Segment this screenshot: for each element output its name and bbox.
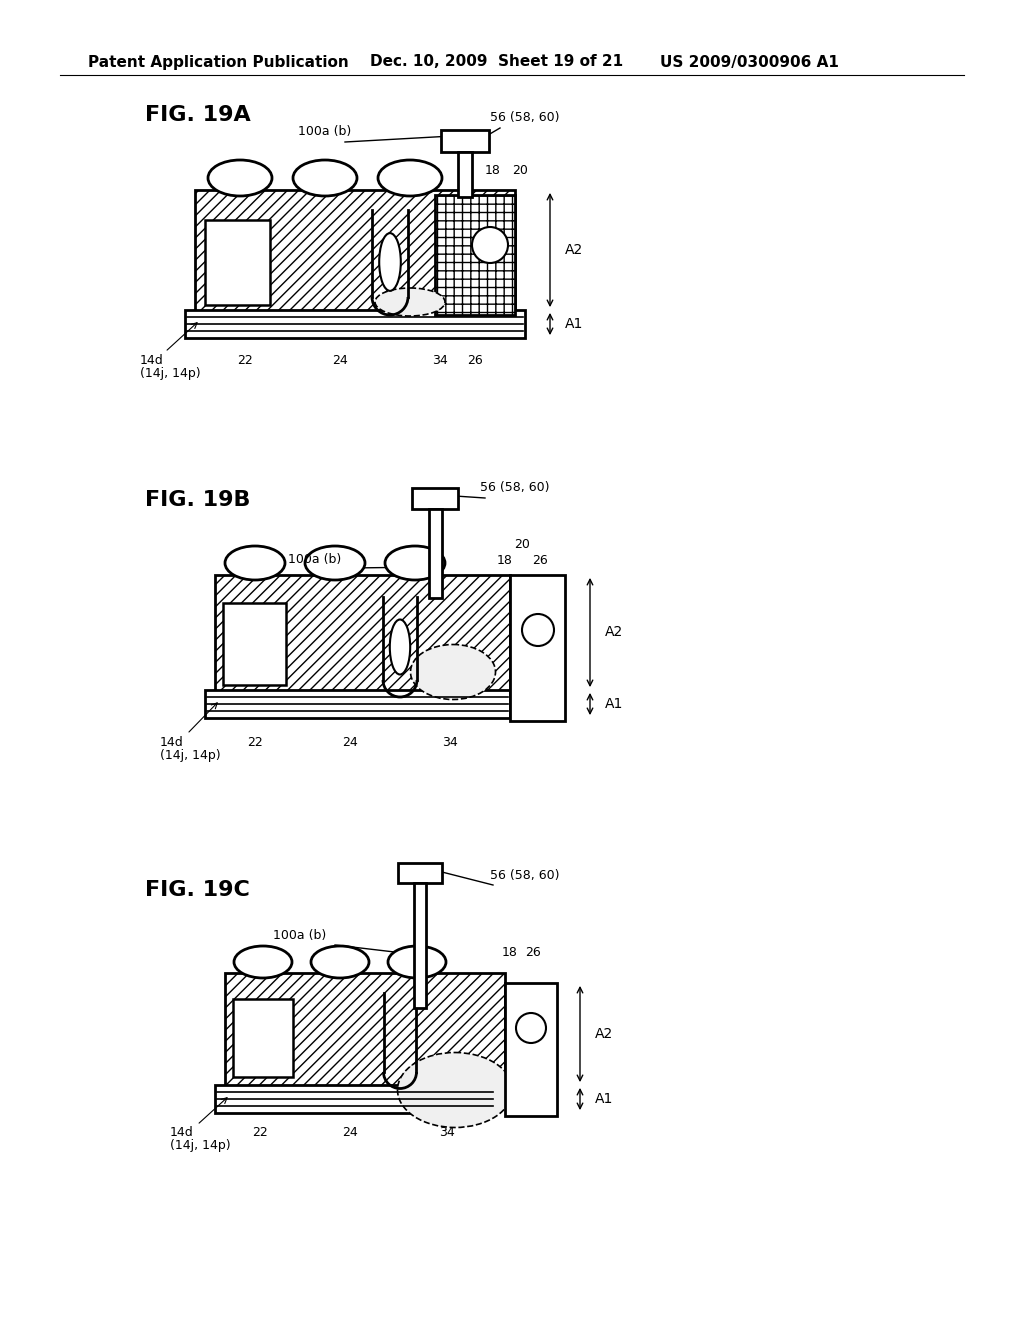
Ellipse shape <box>234 946 292 978</box>
Bar <box>185 310 525 338</box>
Text: 100a (b): 100a (b) <box>298 125 351 139</box>
Text: 26: 26 <box>525 946 541 960</box>
Ellipse shape <box>225 546 285 579</box>
Ellipse shape <box>208 160 272 195</box>
Text: A1: A1 <box>565 317 584 331</box>
Text: 22: 22 <box>238 354 253 367</box>
Text: 22: 22 <box>247 735 263 748</box>
Bar <box>233 999 293 1077</box>
Text: FIG. 19A: FIG. 19A <box>145 106 251 125</box>
Ellipse shape <box>305 546 365 579</box>
Ellipse shape <box>311 946 369 978</box>
Text: (14j, 14p): (14j, 14p) <box>160 748 220 762</box>
Text: 20: 20 <box>514 539 530 552</box>
Ellipse shape <box>388 946 446 978</box>
Bar <box>435 195 515 315</box>
Text: 56 (58, 60): 56 (58, 60) <box>490 111 560 124</box>
Bar <box>412 488 458 510</box>
Text: (14j, 14p): (14j, 14p) <box>170 1139 230 1152</box>
Text: 18: 18 <box>497 553 513 566</box>
Text: US 2009/0300906 A1: US 2009/0300906 A1 <box>660 54 839 70</box>
Ellipse shape <box>378 160 442 195</box>
Text: 18: 18 <box>502 946 518 960</box>
Text: 18: 18 <box>485 164 501 177</box>
Text: 24: 24 <box>342 735 357 748</box>
Bar <box>505 983 557 1115</box>
Bar <box>414 883 426 1008</box>
Ellipse shape <box>293 160 357 195</box>
Bar <box>215 576 510 693</box>
Text: 34: 34 <box>442 735 458 748</box>
Ellipse shape <box>379 234 400 290</box>
Circle shape <box>516 1012 546 1043</box>
Text: 14d: 14d <box>160 735 183 748</box>
Text: 26: 26 <box>467 354 483 367</box>
Bar <box>205 220 270 305</box>
Bar <box>458 152 472 197</box>
Circle shape <box>522 614 554 645</box>
Bar <box>429 510 442 598</box>
Text: (14j, 14p): (14j, 14p) <box>140 367 201 380</box>
Text: A2: A2 <box>565 243 584 257</box>
Ellipse shape <box>411 644 496 700</box>
Text: Dec. 10, 2009  Sheet 19 of 21: Dec. 10, 2009 Sheet 19 of 21 <box>370 54 624 70</box>
Text: 24: 24 <box>342 1126 357 1139</box>
Text: 26: 26 <box>532 553 548 566</box>
Ellipse shape <box>375 288 445 315</box>
Bar <box>510 576 565 721</box>
Text: 24: 24 <box>332 354 348 367</box>
Text: Patent Application Publication: Patent Application Publication <box>88 54 349 70</box>
Text: 34: 34 <box>432 354 447 367</box>
Text: FIG. 19C: FIG. 19C <box>145 880 250 900</box>
Bar <box>398 863 442 883</box>
Ellipse shape <box>397 1052 512 1127</box>
Bar <box>441 129 489 152</box>
Text: A1: A1 <box>595 1092 613 1106</box>
Ellipse shape <box>385 546 445 579</box>
Bar <box>215 1085 495 1113</box>
Text: 34: 34 <box>439 1126 455 1139</box>
Text: 22: 22 <box>252 1126 268 1139</box>
Bar <box>195 190 515 315</box>
Text: 14d: 14d <box>140 354 164 367</box>
Text: A2: A2 <box>605 624 624 639</box>
Text: 100a (b): 100a (b) <box>289 553 342 566</box>
Bar <box>205 690 510 718</box>
Circle shape <box>472 227 508 263</box>
Text: 56 (58, 60): 56 (58, 60) <box>490 869 560 882</box>
Ellipse shape <box>390 619 411 675</box>
Text: A1: A1 <box>605 697 624 711</box>
Text: 14d: 14d <box>170 1126 194 1139</box>
Bar <box>225 973 505 1088</box>
Text: A2: A2 <box>595 1027 613 1041</box>
Text: 20: 20 <box>512 164 528 177</box>
Bar <box>223 603 286 685</box>
Text: 100a (b): 100a (b) <box>273 928 327 941</box>
Text: 56 (58, 60): 56 (58, 60) <box>480 482 550 495</box>
Text: FIG. 19B: FIG. 19B <box>145 490 251 510</box>
